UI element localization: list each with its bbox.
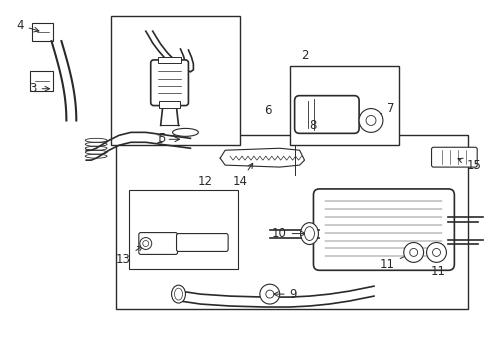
FancyBboxPatch shape: [431, 147, 476, 167]
Ellipse shape: [300, 223, 318, 244]
Circle shape: [358, 109, 382, 132]
Text: 12: 12: [198, 175, 212, 189]
Text: 9: 9: [273, 288, 297, 301]
Text: 14: 14: [232, 163, 252, 188]
FancyBboxPatch shape: [150, 60, 188, 105]
Text: 15: 15: [457, 158, 480, 172]
Text: 2: 2: [301, 49, 308, 63]
Bar: [116, 135, 468, 309]
Text: 11: 11: [430, 265, 445, 278]
Text: 6: 6: [264, 104, 271, 117]
Bar: [289, 66, 398, 145]
Ellipse shape: [171, 285, 185, 303]
Circle shape: [403, 243, 423, 262]
Circle shape: [409, 248, 417, 256]
FancyBboxPatch shape: [176, 234, 228, 251]
Circle shape: [265, 290, 273, 298]
Bar: [30, 71, 53, 91]
Circle shape: [366, 116, 375, 125]
Bar: [158, 100, 180, 108]
Bar: [111, 16, 240, 145]
Ellipse shape: [304, 227, 314, 240]
Circle shape: [259, 284, 279, 304]
Ellipse shape: [172, 129, 198, 136]
Bar: [129, 190, 238, 269]
Ellipse shape: [174, 288, 182, 300]
Circle shape: [142, 240, 148, 247]
Circle shape: [432, 248, 440, 256]
Text: 4: 4: [16, 19, 39, 32]
Text: 10: 10: [271, 227, 305, 240]
Text: 5: 5: [158, 132, 181, 145]
Circle shape: [140, 238, 151, 249]
Bar: [32, 23, 53, 41]
Text: 7: 7: [372, 102, 394, 118]
Circle shape: [426, 243, 446, 262]
Bar: [157, 57, 181, 63]
Text: 13: 13: [116, 246, 142, 266]
Text: 3: 3: [29, 82, 49, 95]
FancyBboxPatch shape: [313, 189, 453, 270]
Text: 8: 8: [308, 119, 316, 132]
Text: 1: 1: [156, 133, 179, 146]
Text: 11: 11: [379, 254, 409, 271]
FancyBboxPatch shape: [294, 96, 358, 133]
FancyBboxPatch shape: [139, 233, 177, 255]
